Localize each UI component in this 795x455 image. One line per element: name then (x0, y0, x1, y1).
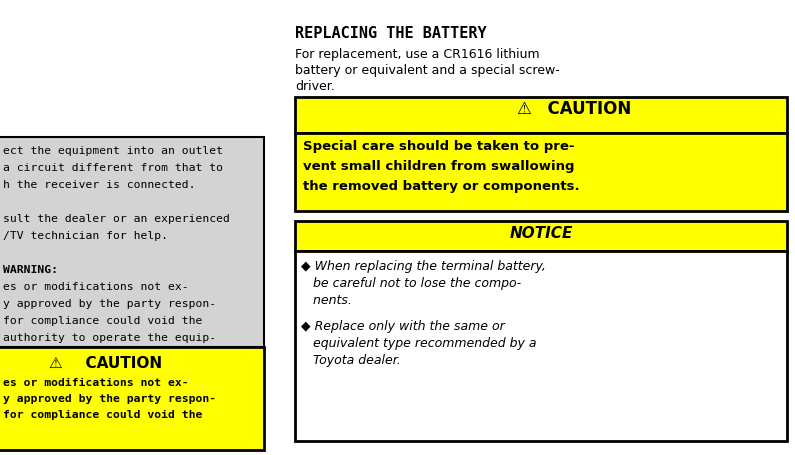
Text: equivalent type recommended by a: equivalent type recommended by a (301, 336, 537, 349)
Text: Toyota dealer.: Toyota dealer. (301, 353, 401, 366)
FancyBboxPatch shape (295, 222, 787, 252)
Text: y approved by the party respon-: y approved by the party respon- (3, 393, 216, 403)
Text: /TV technician for help.: /TV technician for help. (3, 231, 168, 241)
Text: WARNING:: WARNING: (3, 264, 58, 274)
Text: for compliance could void the: for compliance could void the (3, 315, 203, 325)
Text: authority to operate the equip-: authority to operate the equip- (3, 332, 216, 342)
FancyBboxPatch shape (295, 252, 787, 441)
Text: sult the dealer or an experienced: sult the dealer or an experienced (3, 213, 230, 223)
Text: For replacement, use a CR1616 lithium: For replacement, use a CR1616 lithium (295, 48, 540, 61)
Text: ◆ Replace only with the same or: ◆ Replace only with the same or (301, 319, 505, 332)
FancyBboxPatch shape (0, 138, 264, 347)
Text: be careful not to lose the compo-: be careful not to lose the compo- (301, 276, 522, 289)
Text: battery or equivalent and a special screw-: battery or equivalent and a special scre… (295, 64, 560, 77)
Text: y approved by the party respon-: y approved by the party respon- (3, 298, 216, 308)
Text: NOTICE: NOTICE (510, 226, 572, 241)
Text: for compliance could void the: for compliance could void the (3, 409, 203, 419)
FancyBboxPatch shape (295, 98, 787, 134)
Text: REPLACING THE BATTERY: REPLACING THE BATTERY (295, 26, 487, 41)
Text: a circuit different from that to: a circuit different from that to (3, 162, 223, 172)
Text: driver.: driver. (295, 80, 335, 93)
Text: ⚠: ⚠ (48, 355, 62, 370)
Text: ect the equipment into an outlet: ect the equipment into an outlet (3, 146, 223, 156)
Text: CAUTION: CAUTION (75, 355, 162, 370)
Text: h the receiver is connected.: h the receiver is connected. (3, 180, 196, 190)
Text: CAUTION: CAUTION (536, 100, 631, 118)
Text: ⚠: ⚠ (516, 100, 531, 118)
FancyBboxPatch shape (0, 347, 264, 450)
Text: the removed battery or components.: the removed battery or components. (303, 180, 580, 192)
Text: Special care should be taken to pre-: Special care should be taken to pre- (303, 140, 575, 153)
Text: ◆ When replacing the terminal battery,: ◆ When replacing the terminal battery, (301, 259, 546, 273)
Text: vent small children from swallowing: vent small children from swallowing (303, 160, 575, 172)
FancyBboxPatch shape (295, 134, 787, 212)
Text: es or modifications not ex-: es or modifications not ex- (3, 377, 188, 387)
Text: es or modifications not ex-: es or modifications not ex- (3, 281, 188, 291)
Text: nents.: nents. (301, 293, 352, 306)
